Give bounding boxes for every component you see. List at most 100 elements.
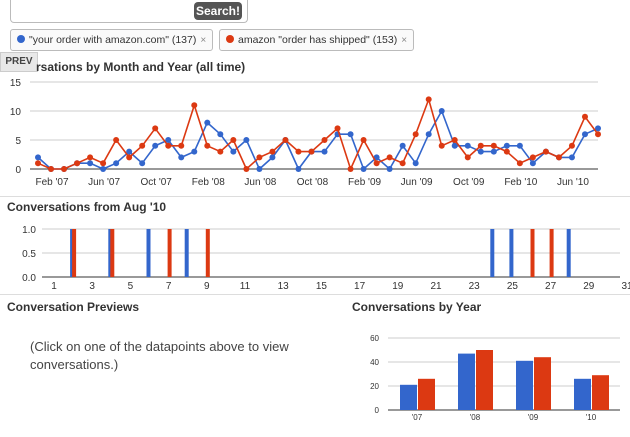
day-bar[interactable] — [530, 229, 535, 277]
data-point[interactable] — [555, 154, 562, 161]
day-bar[interactable] — [566, 229, 571, 277]
daily-bar-chart[interactable]: 0.00.51.01 3 5 7 9 11 13 15 17 19 21 23 25 27 29 31 — [0, 218, 630, 294]
year-bar[interactable] — [418, 378, 435, 410]
data-point[interactable] — [243, 137, 250, 143]
data-point[interactable] — [477, 142, 484, 149]
data-point[interactable] — [321, 148, 328, 155]
data-point[interactable] — [178, 154, 185, 161]
data-point[interactable] — [152, 142, 159, 149]
data-point[interactable] — [165, 137, 172, 143]
data-point[interactable] — [217, 131, 224, 138]
data-point[interactable] — [412, 131, 419, 138]
data-point[interactable] — [191, 148, 198, 155]
data-point[interactable] — [438, 108, 445, 114]
data-point[interactable] — [126, 148, 133, 155]
data-point[interactable] — [595, 125, 601, 132]
data-point[interactable] — [399, 160, 406, 167]
year-bar[interactable] — [476, 350, 493, 410]
remove-icon[interactable]: × — [200, 35, 207, 46]
search-button[interactable]: Search! — [194, 2, 242, 20]
data-point[interactable] — [451, 142, 458, 149]
data-point[interactable] — [295, 148, 302, 155]
data-point[interactable] — [568, 154, 575, 161]
data-point[interactable] — [100, 160, 107, 167]
data-point[interactable] — [425, 96, 432, 103]
query-chip-order-shipped[interactable]: amazon "order has shipped" (153) × — [219, 29, 415, 51]
day-bar[interactable] — [72, 229, 77, 277]
data-point[interactable] — [48, 166, 55, 172]
data-point[interactable] — [581, 113, 588, 120]
day-bar[interactable] — [509, 229, 514, 277]
data-point[interactable] — [438, 142, 445, 149]
data-point[interactable] — [139, 142, 146, 149]
data-point[interactable] — [87, 160, 94, 167]
day-bar[interactable] — [184, 229, 189, 277]
data-point[interactable] — [516, 160, 523, 167]
data-point[interactable] — [542, 148, 549, 155]
year-bar[interactable] — [458, 353, 475, 410]
day-bar[interactable] — [205, 229, 210, 277]
data-point[interactable] — [139, 160, 146, 167]
data-point[interactable] — [178, 142, 185, 149]
day-bar[interactable] — [110, 229, 115, 277]
data-point[interactable] — [35, 160, 41, 167]
search-input[interactable] — [10, 0, 248, 23]
data-point[interactable] — [464, 154, 471, 161]
data-point[interactable] — [451, 137, 458, 143]
data-point[interactable] — [256, 166, 263, 172]
data-point[interactable] — [100, 166, 107, 172]
year-bar[interactable] — [574, 378, 591, 410]
year-bar[interactable] — [516, 360, 533, 410]
data-point[interactable] — [425, 131, 432, 138]
data-point[interactable] — [35, 154, 41, 161]
data-point[interactable] — [113, 160, 120, 167]
data-point[interactable] — [269, 148, 276, 155]
year-bar[interactable] — [534, 357, 551, 410]
data-point[interactable] — [373, 160, 380, 167]
data-point[interactable] — [412, 160, 419, 167]
data-point[interactable] — [74, 160, 81, 167]
data-point[interactable] — [568, 142, 575, 149]
year-bar[interactable] — [400, 384, 417, 410]
data-point[interactable] — [308, 148, 315, 155]
data-point[interactable] — [204, 119, 211, 126]
data-point[interactable] — [503, 148, 510, 155]
data-point[interactable] — [61, 166, 68, 172]
data-point[interactable] — [256, 154, 263, 161]
data-point[interactable] — [217, 148, 224, 155]
data-point[interactable] — [87, 154, 94, 161]
data-point[interactable] — [581, 131, 588, 138]
data-point[interactable] — [126, 154, 133, 161]
query-chip-your-order[interactable]: "your order with amazon.com" (137) × — [10, 29, 214, 51]
data-point[interactable] — [230, 148, 237, 155]
data-point[interactable] — [360, 137, 367, 143]
data-point[interactable] — [204, 142, 211, 149]
day-bar[interactable] — [167, 229, 172, 277]
data-point[interactable] — [399, 142, 406, 149]
data-point[interactable] — [282, 137, 289, 143]
data-point[interactable] — [386, 166, 393, 172]
data-point[interactable] — [347, 131, 354, 138]
data-point[interactable] — [516, 142, 523, 149]
data-point[interactable] — [464, 142, 471, 149]
data-point[interactable] — [295, 166, 302, 172]
data-point[interactable] — [490, 148, 497, 155]
prev-button[interactable]: PREV — [0, 52, 38, 72]
data-point[interactable] — [529, 160, 536, 167]
data-point[interactable] — [477, 148, 484, 155]
data-point[interactable] — [334, 125, 341, 132]
data-point[interactable] — [347, 166, 354, 172]
yearly-bar-chart[interactable]: 0 20 40 60 '07 '08 '09 '10 — [350, 318, 630, 437]
data-point[interactable] — [321, 137, 328, 143]
data-point[interactable] — [152, 125, 159, 132]
data-point[interactable] — [529, 154, 536, 161]
year-bar[interactable] — [592, 375, 609, 410]
data-point[interactable] — [503, 142, 510, 149]
data-point[interactable] — [113, 137, 120, 143]
day-bar[interactable] — [146, 229, 151, 277]
data-point[interactable] — [490, 142, 497, 149]
data-point[interactable] — [191, 102, 198, 109]
data-point[interactable] — [243, 166, 250, 172]
day-bar[interactable] — [549, 229, 554, 277]
data-point[interactable] — [230, 137, 237, 143]
